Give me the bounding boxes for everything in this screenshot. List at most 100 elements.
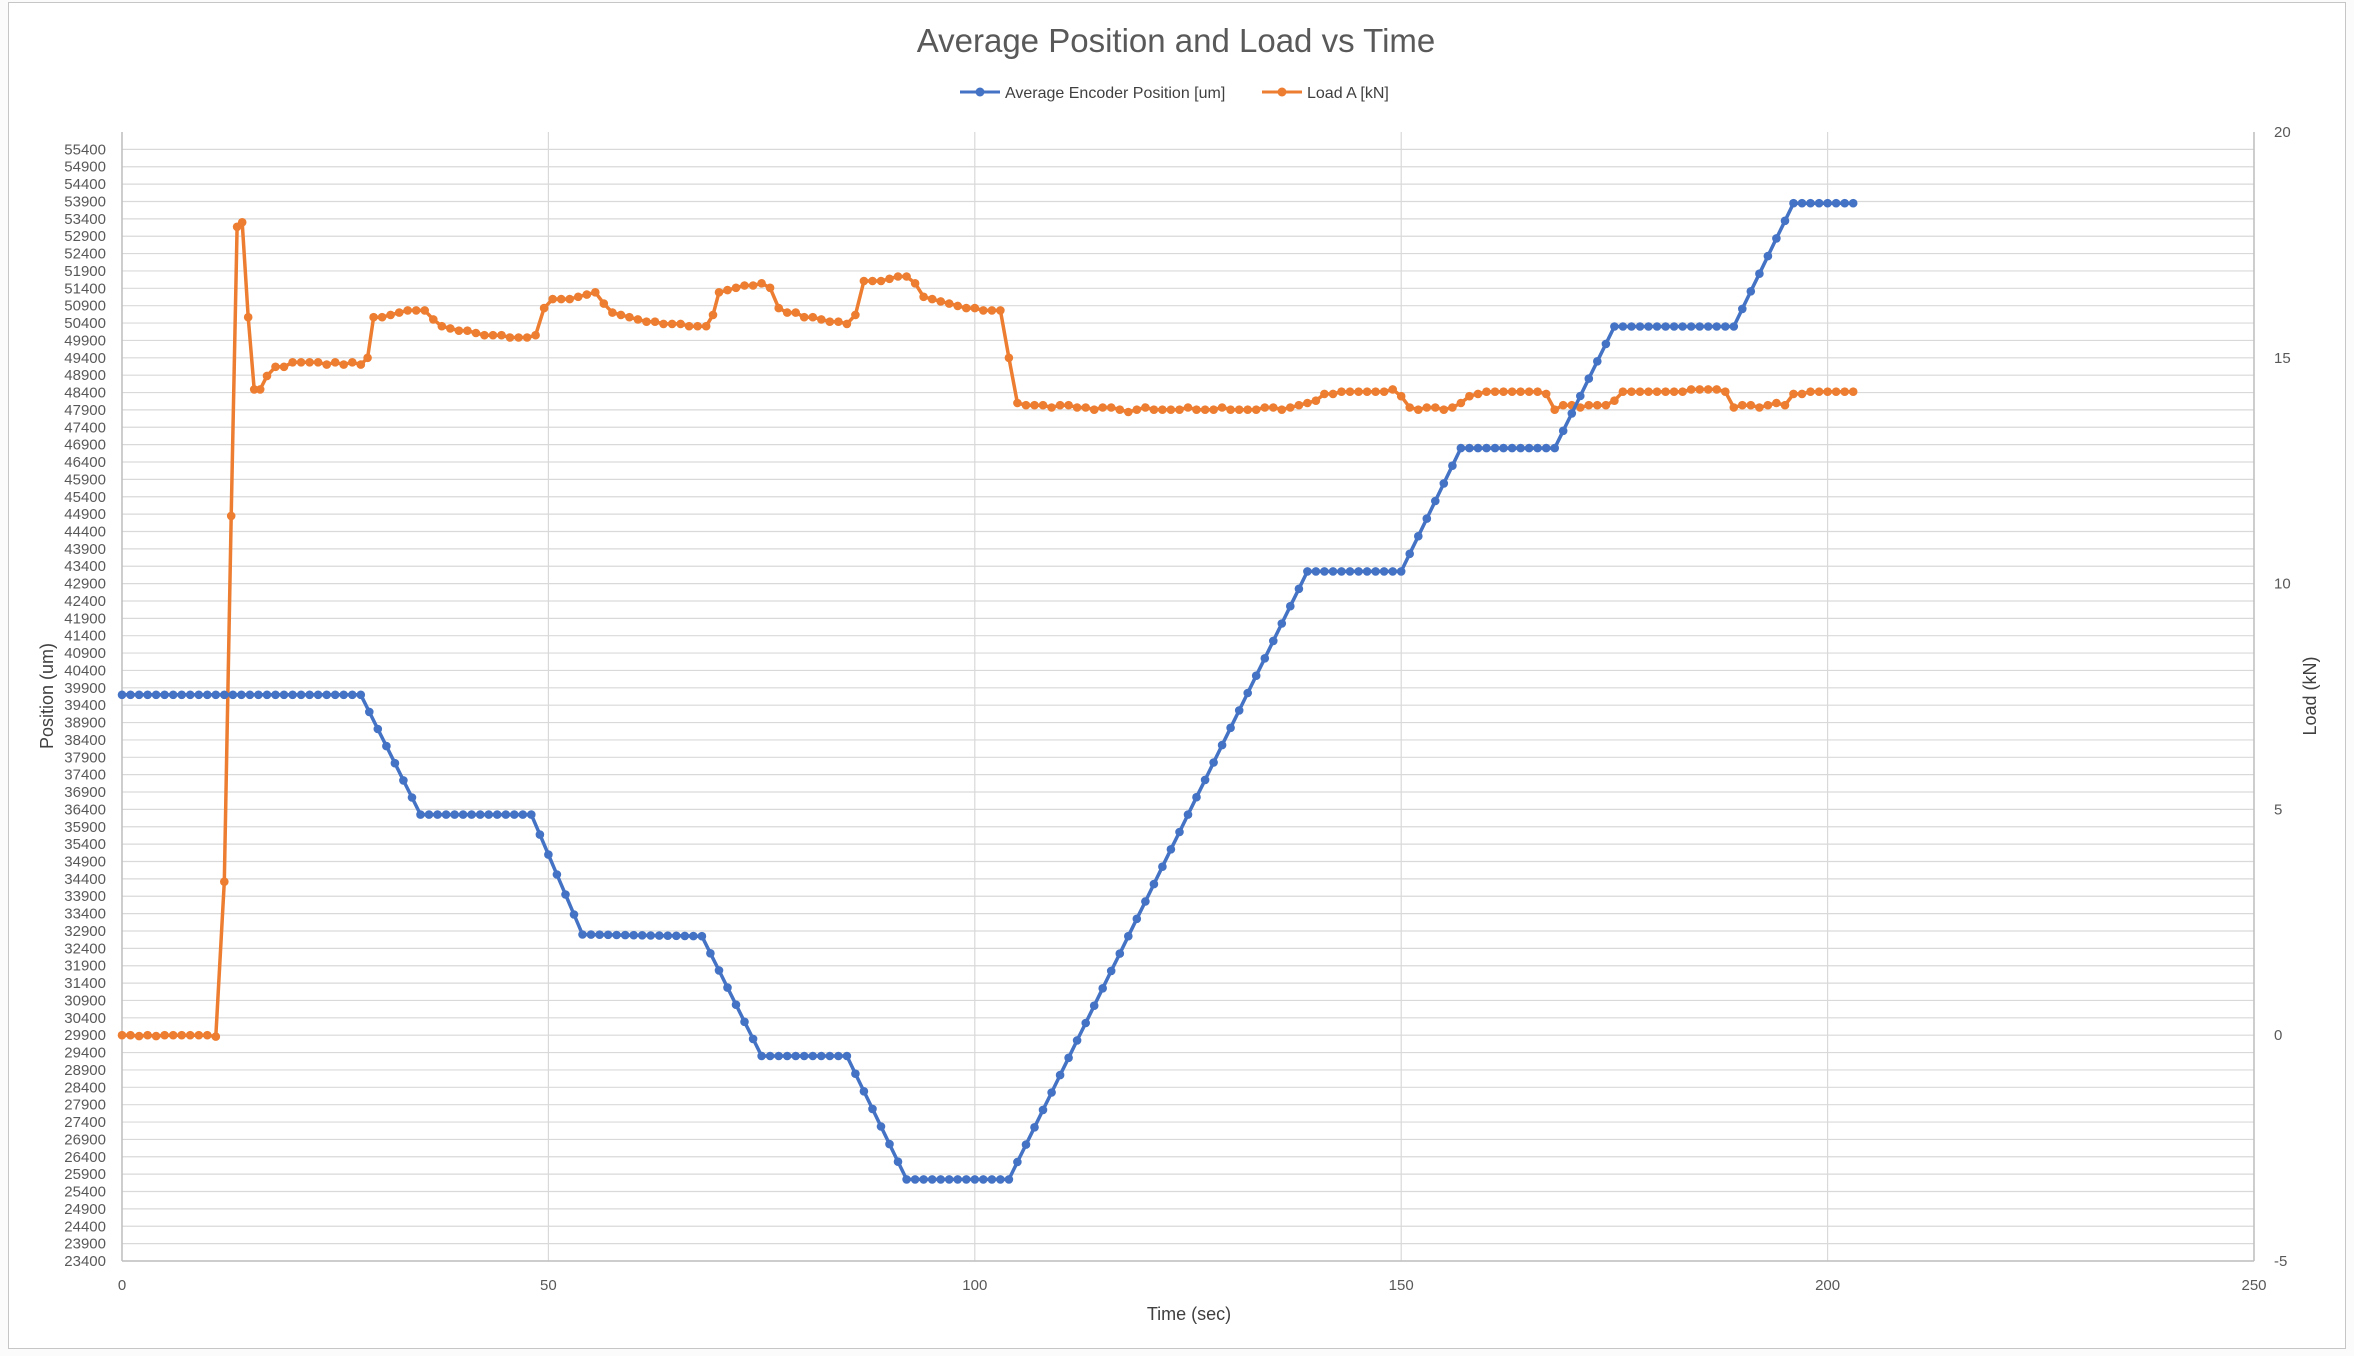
load-series-point [1200,405,1210,415]
position-series-point [322,690,332,700]
y-tick-label: 31900 [64,958,106,975]
y-axis-title: Position (um) [37,643,57,749]
position-series-point [1524,443,1534,453]
position-series-point [492,810,502,819]
position-series-point [365,707,374,717]
y-tick-label: 27400 [64,1114,106,1131]
load-series-point [296,358,306,367]
load-series-point [825,317,835,327]
position-series-point [1439,479,1449,488]
load-series-point [1541,389,1551,399]
load-series-point [203,1030,212,1040]
position-series-point [416,810,425,819]
position-series-point [1081,1018,1090,1028]
y-tick-label: 53400 [64,211,106,228]
load-series-point [305,358,314,367]
load-series-point [902,272,911,281]
load-series-point [953,301,962,311]
position-series-point [689,931,698,941]
position-series-point [1456,443,1466,453]
load-series-point [1234,405,1244,415]
chart-area[interactable] [8,2,2346,1349]
load-series-point [748,281,758,290]
y-tick-label: 29900 [64,1027,106,1044]
load-series-point [226,511,236,521]
y-tick-label: 40900 [64,645,106,662]
position-series-point [825,1051,835,1061]
position-series-point [1303,567,1312,576]
y-tick-label: 26900 [64,1131,106,1148]
position-series-point [637,931,647,940]
y-tick-label: 50400 [64,315,106,332]
position-series-point [1763,251,1773,261]
load-series-point [446,324,455,333]
load-series-point [1439,405,1449,415]
position-series-point [211,690,221,700]
position-series-point [1030,1123,1039,1132]
load-series-point [1183,403,1193,412]
position-series-point [126,690,135,700]
load-series-point [1618,387,1628,397]
position-series-point [1226,723,1235,733]
position-series-point [1286,601,1295,611]
position-series-point [791,1051,800,1061]
y-tick-label: 34900 [64,854,106,871]
load-series-point [1038,400,1048,410]
position-series-point [254,690,263,700]
load-series-point [243,312,253,322]
position-series-point [160,690,169,700]
position-series-point [1132,914,1142,924]
position-series-point [885,1139,894,1149]
load-series-point [1635,387,1645,397]
load-series-point [791,308,800,317]
position-series-point [1141,897,1150,906]
position-series-point [552,870,562,879]
position-series-point [1721,322,1730,331]
position-series-point [817,1051,826,1061]
position-series-point [1124,931,1133,941]
legend[interactable]: Average Encoder Position [um] Load A [kN… [960,85,1389,102]
position-series-point [1499,443,1508,453]
legend-marker-position [975,87,985,97]
position-series-point [544,850,553,859]
y-tick-label: 51400 [64,280,106,297]
load-series-point [927,294,937,304]
load-series-point [765,283,775,293]
position-series-point [296,690,306,700]
position-series-point [774,1051,783,1061]
y-tick-label: 40400 [64,662,106,679]
load-series-point [1337,387,1346,397]
position-series-point [561,890,570,899]
y-tick-label: 54400 [64,176,106,193]
load-series-point [944,299,954,308]
position-series-point [1149,879,1159,889]
position-series-point [1661,322,1670,331]
y-tick-label: 51900 [64,263,106,280]
load-series-point [1524,387,1534,397]
position-series-point [450,810,459,819]
y-tick-label: 47900 [64,402,106,419]
position-series-point [629,930,638,940]
y2-tick-label: 5 [2274,801,2282,818]
load-series-point [573,292,583,302]
y2-tick-label: 10 [2274,576,2291,593]
load-series-point [454,326,464,336]
position-series-point [672,931,681,941]
position-series-point [1243,688,1252,698]
position-series-point [1678,322,1687,331]
y-tick-label: 44900 [64,506,106,523]
position-series-point [799,1051,809,1061]
position-series-point [313,690,323,700]
y-tick-label: 39900 [64,680,106,697]
position-series-point [1209,758,1218,767]
load-series-point [488,330,498,340]
position-series-point [203,690,212,700]
position-series-point [535,830,545,839]
load-series-point [1755,403,1764,412]
load-series-point [659,319,668,329]
position-series-point [919,1175,928,1184]
position-series-point [1277,619,1287,628]
load-series-point [774,303,783,313]
position-series-point [228,690,238,700]
y-tick-label: 44400 [64,523,106,540]
